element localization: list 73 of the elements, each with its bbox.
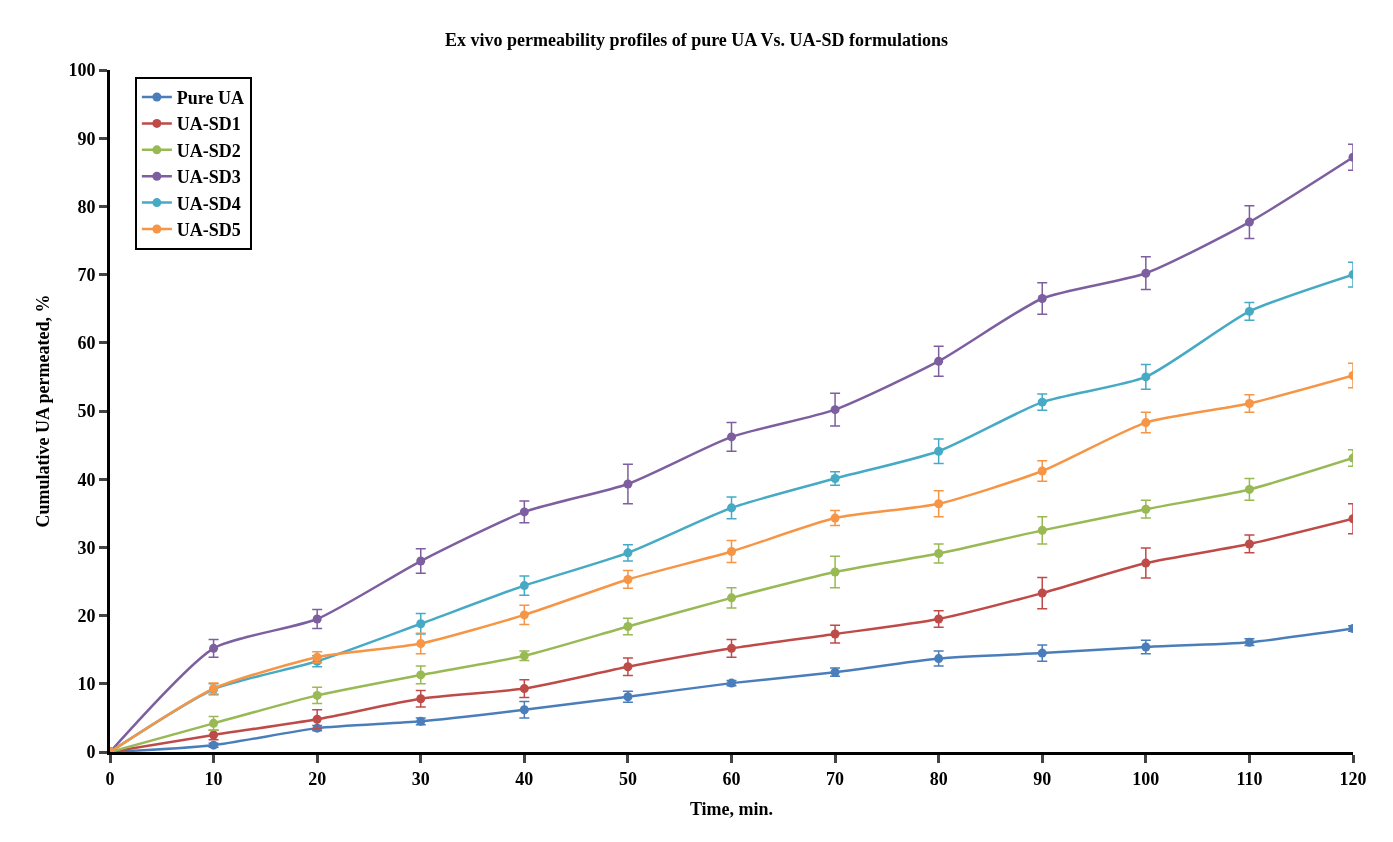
x-tick-label: 110 — [1236, 768, 1263, 789]
point — [1141, 418, 1151, 428]
point — [830, 405, 840, 415]
point — [1037, 525, 1047, 535]
point — [727, 432, 736, 442]
x-axis-title: Time, min. — [689, 798, 774, 819]
point — [416, 619, 426, 629]
y-tick-label: 40 — [77, 469, 96, 490]
y-tick-label: 0 — [86, 742, 96, 763]
legend-label: Pure UA — [176, 88, 245, 109]
point — [1244, 217, 1254, 227]
point — [1037, 466, 1047, 476]
point — [1037, 293, 1047, 303]
point — [519, 581, 529, 591]
x-tick-label: 50 — [618, 768, 637, 789]
point — [209, 643, 219, 653]
x-tick-label: 60 — [722, 768, 741, 789]
legend-label: UA-SD1 — [176, 114, 241, 135]
point — [934, 549, 944, 559]
x-tick-label: 120 — [1339, 768, 1367, 789]
x-tick-label: 40 — [515, 768, 534, 789]
x-tick-label: 0 — [105, 768, 115, 789]
y-tick-label: 100 — [68, 60, 96, 81]
point — [416, 639, 426, 649]
point — [727, 643, 736, 653]
y-tick-label: 70 — [77, 264, 96, 285]
x-tick-label: 30 — [411, 768, 430, 789]
point — [934, 356, 944, 366]
chart-title: Ex vivo permeability profiles of pure UA Vs. UA-SD formulations — [444, 30, 949, 51]
point — [519, 610, 529, 620]
point — [934, 499, 944, 509]
point — [312, 614, 322, 624]
point — [1141, 268, 1151, 278]
legend-label: UA-SD5 — [176, 220, 241, 241]
legend-label: UA-SD2 — [176, 140, 241, 161]
y-tick-label: 60 — [77, 333, 96, 354]
point — [623, 479, 633, 489]
y-tick-label: 80 — [77, 196, 96, 217]
point — [1244, 306, 1254, 316]
y-tick-label: 20 — [77, 605, 96, 626]
y-axis-title: Cumulative UA permeated, % — [32, 294, 53, 528]
point — [727, 593, 736, 603]
point — [623, 574, 633, 584]
legend-label: UA-SD3 — [176, 167, 241, 188]
point — [830, 567, 840, 577]
legend-label: UA-SD4 — [176, 193, 241, 214]
point — [1037, 588, 1047, 598]
point — [1141, 504, 1151, 514]
point — [1244, 484, 1254, 494]
point — [1141, 372, 1151, 382]
y-tick-label: 30 — [77, 537, 96, 558]
y-tick-label: 90 — [77, 128, 96, 149]
x-tick-label: 100 — [1132, 768, 1160, 789]
point — [830, 629, 840, 639]
point — [727, 546, 736, 556]
point — [519, 507, 529, 517]
point — [416, 556, 426, 566]
x-tick-label: 70 — [826, 768, 845, 789]
point — [1244, 539, 1254, 549]
point — [623, 662, 633, 672]
y-tick-label: 50 — [77, 401, 96, 422]
x-tick-label: 90 — [1033, 768, 1052, 789]
point — [934, 446, 944, 456]
point — [1141, 558, 1151, 568]
x-tick-label: 20 — [308, 768, 327, 789]
point — [727, 503, 736, 513]
point — [312, 714, 322, 724]
x-tick-label: 80 — [929, 768, 948, 789]
point — [416, 670, 426, 680]
point — [519, 684, 529, 694]
x-tick-label: 10 — [204, 768, 223, 789]
point — [1244, 399, 1254, 408]
y-tick-label: 10 — [77, 674, 96, 695]
